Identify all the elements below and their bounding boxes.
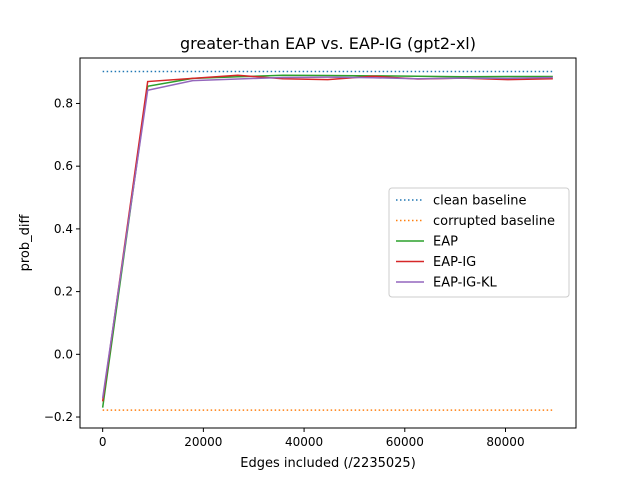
y-tick-label: 0.0 <box>54 347 73 361</box>
legend: clean baseline corrupted baseline EAP EAP-I… <box>388 187 570 298</box>
legend-frame <box>388 187 570 298</box>
legend-label: EAP <box>433 235 458 250</box>
legend-label: clean baseline <box>433 194 527 209</box>
plot-lines <box>101 70 553 411</box>
y-tick-label: 0.2 <box>54 285 73 299</box>
legend-label: EAP-IG <box>433 255 476 270</box>
y-tick-label: 0.6 <box>54 159 73 173</box>
x-axis-label: Edges included (/2235025) <box>240 456 416 471</box>
x-tick-label: 0 <box>99 435 107 449</box>
legend-label: EAP-IG-KL <box>433 276 497 291</box>
x-tick-label: 20000 <box>184 435 222 449</box>
x-tick-label: 40000 <box>285 435 323 449</box>
y-tick-label: 0.4 <box>54 222 73 236</box>
x-axis-ticks: 0 20000 40000 60000 80000 <box>99 428 525 449</box>
chart-title: greater-than EAP vs. EAP-IG (gpt2-xl) <box>180 34 476 53</box>
series-line-eap <box>101 74 553 408</box>
legend-label: corrupted baseline <box>433 214 555 229</box>
y-axis-ticks: −0.2 0.0 0.2 0.4 0.6 0.8 <box>44 96 80 424</box>
series-line-eap-ig-kl <box>101 76 553 399</box>
y-tick-label: 0.8 <box>54 96 73 110</box>
plot-frame <box>79 57 577 429</box>
x-tick-label: 80000 <box>486 435 524 449</box>
y-axis-label: prob_diff <box>18 214 33 272</box>
x-tick-label: 60000 <box>386 435 424 449</box>
y-tick-label: −0.2 <box>44 410 73 424</box>
